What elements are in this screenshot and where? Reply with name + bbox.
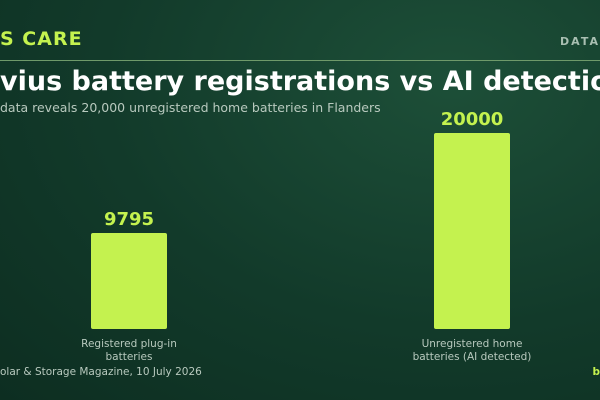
category-label-line: Registered plug-in: [81, 338, 177, 350]
credit-note: b: [592, 366, 600, 378]
section-tag: DATA: [560, 35, 600, 48]
brand-logo-text: S CARE: [0, 28, 83, 50]
chart-subtitle: data reveals 20,000 unregistered home ba…: [0, 100, 381, 115]
bar-value-label-2: 20000: [441, 109, 504, 130]
category-label-2: Unregistered home batteries (AI detected): [413, 338, 532, 363]
category-label-1: Registered plug-in batteries: [81, 338, 177, 363]
category-label-line: Unregistered home: [422, 338, 523, 350]
bar-value-label-1: 9795: [104, 209, 154, 230]
chart-title: vius battery registrations vs AI detecti…: [0, 66, 600, 97]
bar-2: [434, 133, 510, 329]
source-note: olar & Storage Magazine, 10 July 2026: [0, 366, 202, 378]
bar-1: [91, 233, 167, 329]
category-label-line: batteries: [106, 351, 153, 363]
category-label-line: batteries (AI detected): [413, 351, 532, 363]
header-divider: [0, 60, 600, 61]
